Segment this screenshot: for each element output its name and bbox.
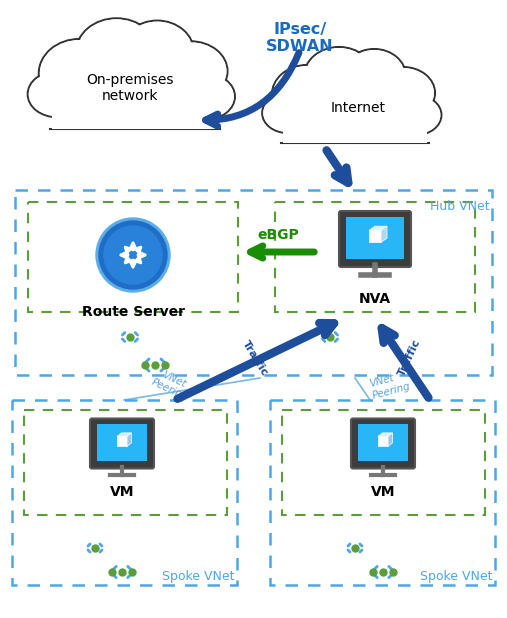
- Ellipse shape: [342, 49, 406, 105]
- Ellipse shape: [305, 69, 405, 131]
- Text: eBGP: eBGP: [257, 228, 299, 242]
- Ellipse shape: [120, 20, 194, 85]
- Bar: [50, 96, 220, 131]
- Bar: [270, 400, 495, 585]
- Text: VNet
Peering: VNet Peering: [150, 367, 194, 403]
- Bar: [117, 436, 127, 446]
- Ellipse shape: [77, 43, 193, 115]
- Ellipse shape: [297, 83, 413, 137]
- FancyBboxPatch shape: [351, 418, 415, 468]
- Ellipse shape: [67, 61, 202, 121]
- Text: NVA: NVA: [359, 292, 391, 306]
- Polygon shape: [369, 226, 387, 231]
- Ellipse shape: [176, 74, 235, 119]
- Ellipse shape: [263, 94, 312, 132]
- Bar: [12, 400, 237, 585]
- Ellipse shape: [76, 43, 194, 116]
- Ellipse shape: [39, 39, 120, 108]
- Bar: [15, 190, 492, 375]
- Bar: [378, 436, 388, 446]
- Ellipse shape: [390, 95, 442, 135]
- Ellipse shape: [76, 19, 157, 87]
- Ellipse shape: [391, 96, 441, 134]
- Ellipse shape: [305, 48, 373, 106]
- Ellipse shape: [154, 41, 228, 101]
- Polygon shape: [127, 433, 131, 446]
- Text: Traffic: Traffic: [240, 339, 270, 378]
- Ellipse shape: [28, 71, 87, 117]
- Ellipse shape: [262, 93, 313, 133]
- Bar: [346, 216, 404, 258]
- Ellipse shape: [295, 82, 415, 137]
- Ellipse shape: [273, 66, 341, 124]
- Text: Hub VNet: Hub VNet: [430, 200, 490, 213]
- Text: Spoke VNet: Spoke VNet: [163, 570, 235, 583]
- Bar: [282, 410, 485, 515]
- Text: Route Server: Route Server: [82, 305, 185, 319]
- Ellipse shape: [29, 72, 86, 116]
- Text: VM: VM: [110, 485, 134, 499]
- Bar: [369, 231, 381, 242]
- Text: VM: VM: [371, 485, 395, 499]
- Ellipse shape: [343, 50, 405, 104]
- Polygon shape: [381, 226, 387, 242]
- Ellipse shape: [65, 59, 204, 122]
- Ellipse shape: [40, 40, 119, 107]
- Bar: [24, 410, 227, 515]
- Bar: [52, 96, 218, 129]
- Ellipse shape: [121, 22, 193, 84]
- Text: IPsec/
SDWAN: IPsec/ SDWAN: [266, 22, 334, 54]
- Bar: [283, 115, 427, 143]
- Circle shape: [104, 226, 162, 284]
- Circle shape: [96, 218, 170, 292]
- Polygon shape: [117, 433, 131, 436]
- Polygon shape: [378, 433, 392, 436]
- Bar: [275, 202, 475, 312]
- Ellipse shape: [371, 67, 435, 119]
- Ellipse shape: [177, 75, 234, 119]
- Ellipse shape: [272, 65, 342, 125]
- Text: Traffic: Traffic: [397, 338, 423, 378]
- Ellipse shape: [304, 68, 406, 132]
- Ellipse shape: [304, 47, 374, 107]
- Ellipse shape: [77, 19, 156, 87]
- FancyBboxPatch shape: [90, 418, 154, 468]
- Bar: [281, 115, 428, 145]
- Text: VNet
Peering: VNet Peering: [368, 370, 412, 400]
- Ellipse shape: [372, 68, 434, 118]
- Bar: [97, 424, 147, 461]
- FancyBboxPatch shape: [339, 211, 411, 267]
- Text: On-premises
network: On-premises network: [86, 73, 174, 103]
- Circle shape: [99, 221, 167, 289]
- Ellipse shape: [155, 42, 227, 100]
- Bar: [28, 202, 238, 312]
- Bar: [358, 424, 408, 461]
- Polygon shape: [388, 433, 392, 446]
- Text: Internet: Internet: [331, 101, 385, 115]
- Text: Spoke VNet: Spoke VNet: [420, 570, 493, 583]
